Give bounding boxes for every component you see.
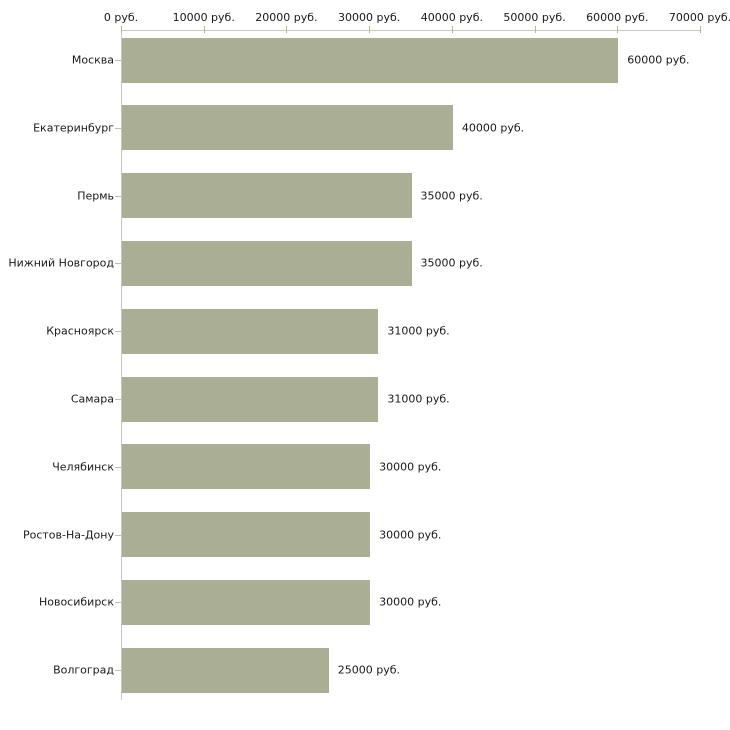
y-axis-tick <box>115 467 121 468</box>
bar-3 <box>122 173 412 219</box>
x-axis-tick <box>286 26 288 33</box>
x-axis-tick-label: 30000 руб. <box>338 11 401 24</box>
y-axis-line <box>121 30 122 700</box>
x-axis-tick-label: 10000 руб. <box>172 11 235 24</box>
bar-1 <box>122 37 619 83</box>
value-label: 31000 руб. <box>387 324 450 338</box>
x-axis-tick-label: 70000 руб. <box>668 11 730 24</box>
y-axis-tick <box>115 535 121 536</box>
category-label: Нижний Новгород <box>8 256 114 270</box>
y-axis-tick <box>115 331 121 332</box>
bar-2 <box>122 105 453 151</box>
value-label: 40000 руб. <box>461 121 525 135</box>
value-label: 60000 руб. <box>627 53 690 67</box>
bar-6 <box>122 376 379 422</box>
value-label: 25000 руб. <box>337 663 401 677</box>
bar-8 <box>122 512 371 558</box>
category-label: Ростов-На-Дону <box>22 528 114 542</box>
y-axis-tick <box>115 602 121 603</box>
y-axis-tick <box>115 263 121 264</box>
category-label: Екатеринбург <box>33 121 114 135</box>
category-label: Москва <box>71 53 114 67</box>
category-label: Пермь <box>77 189 114 203</box>
y-axis-tick <box>115 399 121 400</box>
category-label: Самара <box>70 392 114 406</box>
x-axis-tick-label: 50000 руб. <box>503 11 566 24</box>
bar-5 <box>122 308 379 354</box>
x-axis-tick <box>617 26 619 33</box>
value-label: 30000 руб. <box>379 595 442 609</box>
x-axis-tick-label: 40000 руб. <box>420 11 483 24</box>
value-label: 30000 руб. <box>379 528 442 542</box>
x-axis-line <box>121 30 700 31</box>
x-axis-tick-label: 60000 руб. <box>586 11 649 24</box>
category-label: Новосибирск <box>38 595 114 609</box>
y-axis-tick <box>115 196 121 197</box>
category-label: Красноярск <box>46 324 114 338</box>
bar-10 <box>122 647 329 693</box>
value-label: 35000 руб. <box>420 256 483 270</box>
bar-7 <box>122 444 371 490</box>
value-label: 35000 руб. <box>420 189 483 203</box>
bar-9 <box>122 579 371 625</box>
x-axis-tick <box>534 26 536 33</box>
category-label: Челябинск <box>52 460 114 474</box>
category-label: Волгоград <box>53 663 114 677</box>
y-axis-tick <box>115 670 121 671</box>
y-axis-tick <box>115 128 121 129</box>
bar-4 <box>122 240 412 286</box>
x-axis-tick <box>369 26 371 33</box>
x-axis-tick-label: 0 руб. <box>103 11 139 24</box>
x-axis-tick <box>451 26 453 33</box>
x-axis-tick <box>121 26 122 33</box>
x-axis-tick <box>203 26 205 33</box>
x-axis-tick <box>700 26 701 33</box>
y-axis-tick <box>115 60 121 61</box>
value-label: 30000 руб. <box>379 460 442 474</box>
x-axis-tick-label: 20000 руб. <box>255 11 318 24</box>
value-label: 31000 руб. <box>387 392 450 406</box>
